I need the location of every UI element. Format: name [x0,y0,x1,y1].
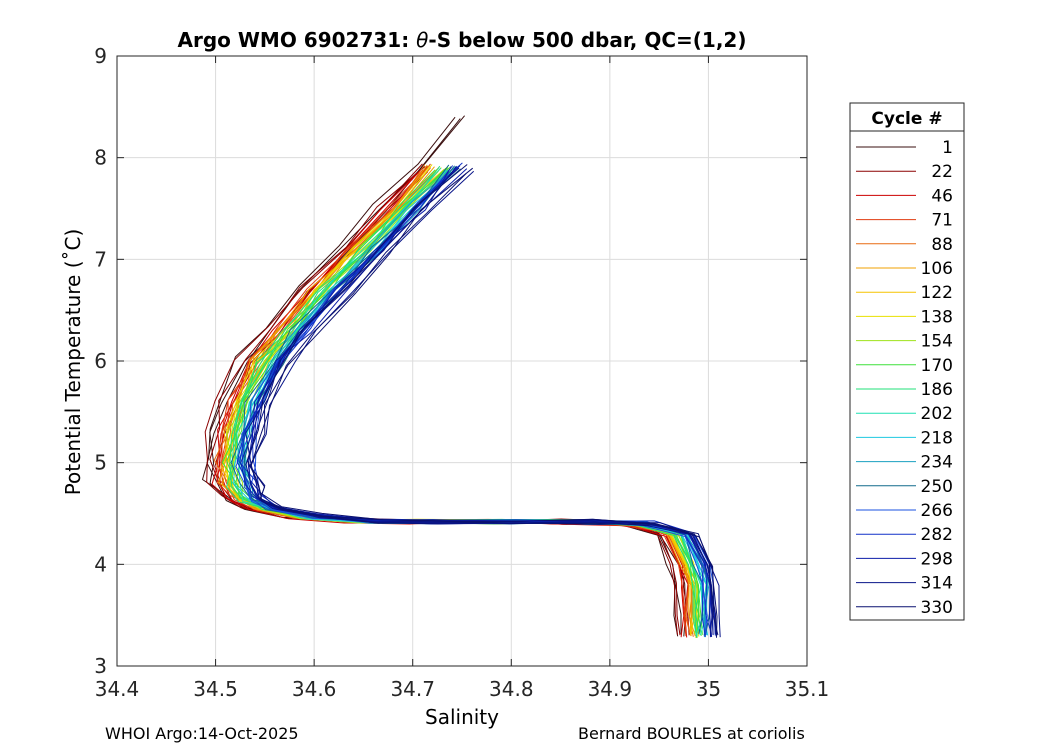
profile-line-cycle-46 [218,170,685,638]
profile-line-cycle-88 [213,164,692,636]
profile-line-cycle-218 [240,171,709,636]
profile-line-cycle-138 [223,167,700,637]
profile-line-cycle-71 [219,163,691,635]
profile-line-cycle-298 [247,168,712,636]
profile-line-cycle-154 [226,167,698,638]
y-tick-label: 7 [94,247,107,271]
y-tick-label: 5 [94,451,107,475]
x-tick-label: 34.6 [292,677,337,701]
profile-line-cycle-266 [250,169,716,636]
y-tick-label: 8 [94,146,107,170]
profile-line-cycle-186 [229,165,702,634]
legend-title: Cycle # [871,109,942,129]
profile-line-cycle-314 [245,165,713,638]
x-tick-label: 35.1 [785,677,830,701]
profile-line-cycle-234 [242,168,709,638]
footer-credit-right: Bernard BOURLES at coriolis [578,724,805,743]
profile-line-cycle-330 [250,167,719,636]
profile-line-cycle-218 [233,169,703,635]
x-tick-label: 34.7 [390,677,435,701]
legend-label-22: 22 [931,162,953,182]
legend-label-138: 138 [921,307,953,327]
profile-line-cycle-266 [241,172,707,636]
profile-line-cycle-22 [204,163,678,635]
profile-line-cycle-266 [235,170,708,637]
profile-line-cycle-250 [242,168,712,636]
y-tick-label: 6 [94,349,107,373]
y-axis-label: Potential Temperature (˚C) [61,229,85,496]
y-tick-label: 9 [94,44,107,68]
x-tick-label: 35 [696,677,721,701]
title-prefix: Argo WMO 6902731: [178,28,417,52]
legend-label-122: 122 [921,283,953,303]
axis-ticks: 34.4 34.5 34.6 34.7 34.8 34.9 35 35.1 3 4 5 6 7 8 9 [94,44,829,701]
profile-line-cycle-106 [223,165,696,637]
profile-line-cycle-154 [229,169,698,639]
profile-line-cycle-138 [226,170,697,637]
profile-line-cycle-88 [220,167,694,637]
legend-entries: 1224671881061221381541701862022182342502… [856,138,953,618]
profile-line-cycle-186 [226,171,698,638]
profile-line-cycle-234 [238,169,709,637]
profile-line-cycle-22 [214,171,690,636]
x-tick-label: 34.5 [193,677,238,701]
profile-line-cycle-1 [206,115,682,635]
profile-line-cycle-282 [239,166,712,634]
profile-line-cycle-234 [236,165,708,636]
legend-label-282: 282 [921,525,953,545]
profile-line-cycle-250 [230,164,704,634]
profile-line-cycle-170 [226,166,702,636]
legend-label-71: 71 [931,211,953,231]
x-tick-label: 34.8 [489,677,534,701]
title-theta: θ [416,28,428,52]
legend-label-170: 170 [921,356,953,376]
legend-label-1: 1 [942,138,953,158]
legend-label-298: 298 [921,549,953,569]
profile-line-cycle-330 [250,173,718,638]
chart-title: Argo WMO 6902731: θ-S below 500 dbar, QC… [178,28,747,52]
legend-label-250: 250 [921,477,953,497]
profile-line-cycle-46 [211,171,688,638]
profile-line-cycle-330 [246,164,717,637]
title-suffix: -S below 500 dbar, QC=(1,2) [428,28,746,52]
profile-line-cycle-71 [221,169,690,637]
legend-label-330: 330 [921,598,953,618]
x-axis-label: Salinity [425,705,499,729]
profile-line-cycle-106 [222,166,692,637]
footer-credit-left: WHOI Argo:14-Oct-2025 [105,724,299,743]
profile-line-cycle-202 [236,167,704,637]
profile-line-cycle-170 [221,169,699,638]
legend-label-46: 46 [931,186,953,206]
profile-line-cycle-298 [240,166,713,638]
y-tick-label: 4 [94,552,107,576]
profile-line-cycle-202 [240,168,707,635]
legend-label-154: 154 [921,332,953,352]
legend: Cycle # 12246718810612213815417018620221… [849,102,965,621]
legend-label-186: 186 [921,380,953,400]
legend-label-202: 202 [921,404,953,424]
y-tick-label: 3 [94,654,107,678]
profile-line-cycle-314 [249,170,721,638]
profile-line-cycle-282 [236,165,706,637]
profile-line-cycle-138 [225,164,699,634]
legend-label-234: 234 [921,453,953,473]
legend-label-314: 314 [921,574,953,594]
legend-label-218: 218 [921,428,953,448]
profile-lines [202,115,721,639]
legend-label-266: 266 [921,501,953,521]
profile-line-cycle-122 [220,171,698,639]
legend-label-106: 106 [921,259,953,279]
x-tick-label: 34.9 [588,677,633,701]
profile-line-cycle-122 [223,169,698,636]
x-tick-label: 34.4 [95,677,140,701]
legend-label-88: 88 [931,235,953,255]
